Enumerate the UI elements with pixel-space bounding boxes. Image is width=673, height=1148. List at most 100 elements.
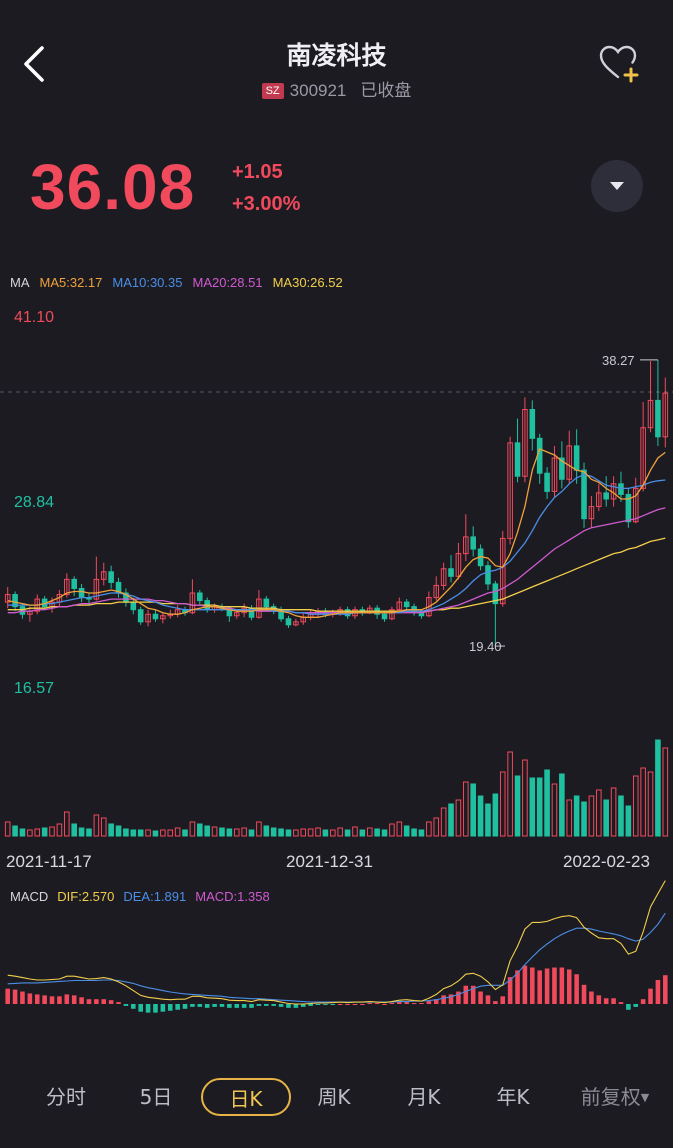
macd-bar [64,994,70,1004]
candle-body [588,506,595,520]
macd-legend: MACD DIF:2.570 DEA:1.891 MACD:1.358 [10,889,279,904]
candle-body [263,598,270,608]
macd-bar [27,993,33,1004]
tab-intraday[interactable]: 分时 [46,1085,86,1109]
macd-bar [470,985,476,1004]
tab-adjustment[interactable]: 前复权▼ [566,1078,664,1116]
macd-bar [596,995,602,1004]
macd-bar [300,1004,306,1007]
macd-bar [463,985,469,1004]
macd-bar [204,1004,210,1008]
macd-bar [448,994,454,1004]
candle-body [241,607,247,614]
candle-body [596,492,602,508]
volume-bar [625,805,632,837]
back-arrow-icon[interactable] [18,44,54,84]
macd-bar [544,968,550,1004]
volume-bar [448,803,454,837]
low-marker-label: 19.40 [469,639,502,654]
macd-bar [345,1004,350,1005]
volume-bar [4,821,11,837]
volume-bar [352,826,358,837]
candle-body [463,536,469,555]
candle-body [78,587,85,599]
macd-bar [603,998,609,1004]
tab-daily-k[interactable]: 日K [201,1078,291,1116]
tab-yearly-k[interactable]: 年K [496,1085,530,1109]
macd-bar [167,1004,173,1011]
volume-bar [41,827,48,837]
macd-bar [145,1004,151,1013]
macd-bar [20,991,25,1004]
volume-bar [56,823,63,837]
ma20-line [7,507,666,614]
price-change-group: +1.05 +3.00% [232,156,300,220]
macd-bar [256,1004,262,1006]
volume-bar [403,825,410,837]
volume-bar [78,827,85,837]
volume-bar [278,828,284,837]
macd-bar [131,1004,136,1009]
volume-bar [566,799,573,837]
x-label-end: 2022-02-23 [563,852,650,871]
macd-bar [101,999,107,1004]
volume-bar [182,829,188,837]
volume-bar [470,783,476,837]
macd-bar [227,1004,232,1008]
stock-code: 300921 [289,81,347,100]
candle-body [433,584,440,599]
macd-bar [640,999,646,1004]
macd-bar [507,977,513,1004]
volume-bar [189,821,196,837]
macd-bar [219,1004,225,1007]
volume-bar [640,767,646,837]
macd-bar [374,1003,380,1005]
tab-5day[interactable]: 5日 [139,1085,173,1109]
header-bar [0,0,673,110]
macd-bar [49,996,55,1004]
macd-bar [241,1004,247,1008]
macd-bar [315,1004,321,1005]
volume-bar [64,811,70,837]
candle-body [440,568,447,586]
macd-bar [404,1002,409,1004]
macd-bar [552,967,557,1004]
candle-body [499,537,506,605]
candle-body [12,594,18,608]
macd-bar [367,1003,373,1005]
expand-dropdown-button[interactable] [591,160,643,212]
volume-bar [93,814,100,837]
ma30-line [7,537,666,612]
volume-bar [507,751,513,837]
tab-weekly-k[interactable]: 周K [317,1085,351,1109]
volume-bar [463,781,469,837]
volume-bar [514,775,521,837]
macd-bar [530,967,535,1004]
ma20-value: MA20:28.51 [192,275,263,290]
volume-bar [477,795,484,837]
candle-body [566,445,573,480]
volume-bar [529,777,536,837]
macd-bar [433,999,439,1004]
kline-chart[interactable]: 38.27 19.40 [0,0,673,1060]
volume-bar [211,826,218,837]
volume-bar [49,826,55,837]
macd-bar [648,988,653,1004]
macd-bar [323,1004,328,1005]
volume-bar [596,789,602,837]
macd-bar [308,1004,313,1006]
adjustment-label: 前复权 [580,1085,641,1109]
macd-bar [108,1000,114,1004]
add-watchlist-heart-icon[interactable] [598,42,642,86]
volume-bar [71,823,77,837]
volume-bar [137,829,144,837]
macd-bar [456,991,461,1004]
stock-subtitle: SZ 300921 已收盘 [0,76,673,101]
tab-monthly-k[interactable]: 月K [407,1085,441,1109]
period-tabs: 分时 5日 日K 周K 月K 年K 前复权▼ [0,1070,673,1126]
volume-bar [603,799,609,837]
candle-body [647,399,654,429]
volume-bar [86,828,92,837]
current-price: 36.08 [30,151,196,223]
candle-body [640,427,646,489]
